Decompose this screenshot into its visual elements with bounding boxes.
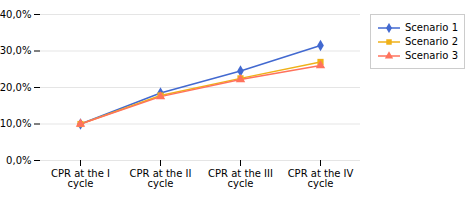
svg-text:0,0%: 0,0% bbox=[6, 155, 31, 166]
svg-text:CPR at the IIcycle: CPR at the IIcycle bbox=[130, 168, 192, 189]
html-text:Scenario 2: Scenario 2 bbox=[405, 36, 458, 47]
html-text:Scenario 1: Scenario 1 bbox=[405, 22, 458, 33]
svg-text:40,0%: 40,0% bbox=[0, 9, 32, 20]
html-text:Scenario 3: Scenario 3 bbox=[405, 50, 458, 61]
svg-text:20,0%: 20,0% bbox=[0, 82, 32, 93]
svg-text:30,0%: 30,0% bbox=[0, 45, 32, 56]
svg-text:CPR at the IIIcycle: CPR at the IIIcycle bbox=[208, 168, 273, 189]
svg-text:10,0%: 10,0% bbox=[0, 118, 32, 129]
svg-text:CPR at the Icycle: CPR at the Icycle bbox=[51, 168, 110, 189]
svg-text:CPR at the IVcycle: CPR at the IVcycle bbox=[288, 168, 354, 189]
